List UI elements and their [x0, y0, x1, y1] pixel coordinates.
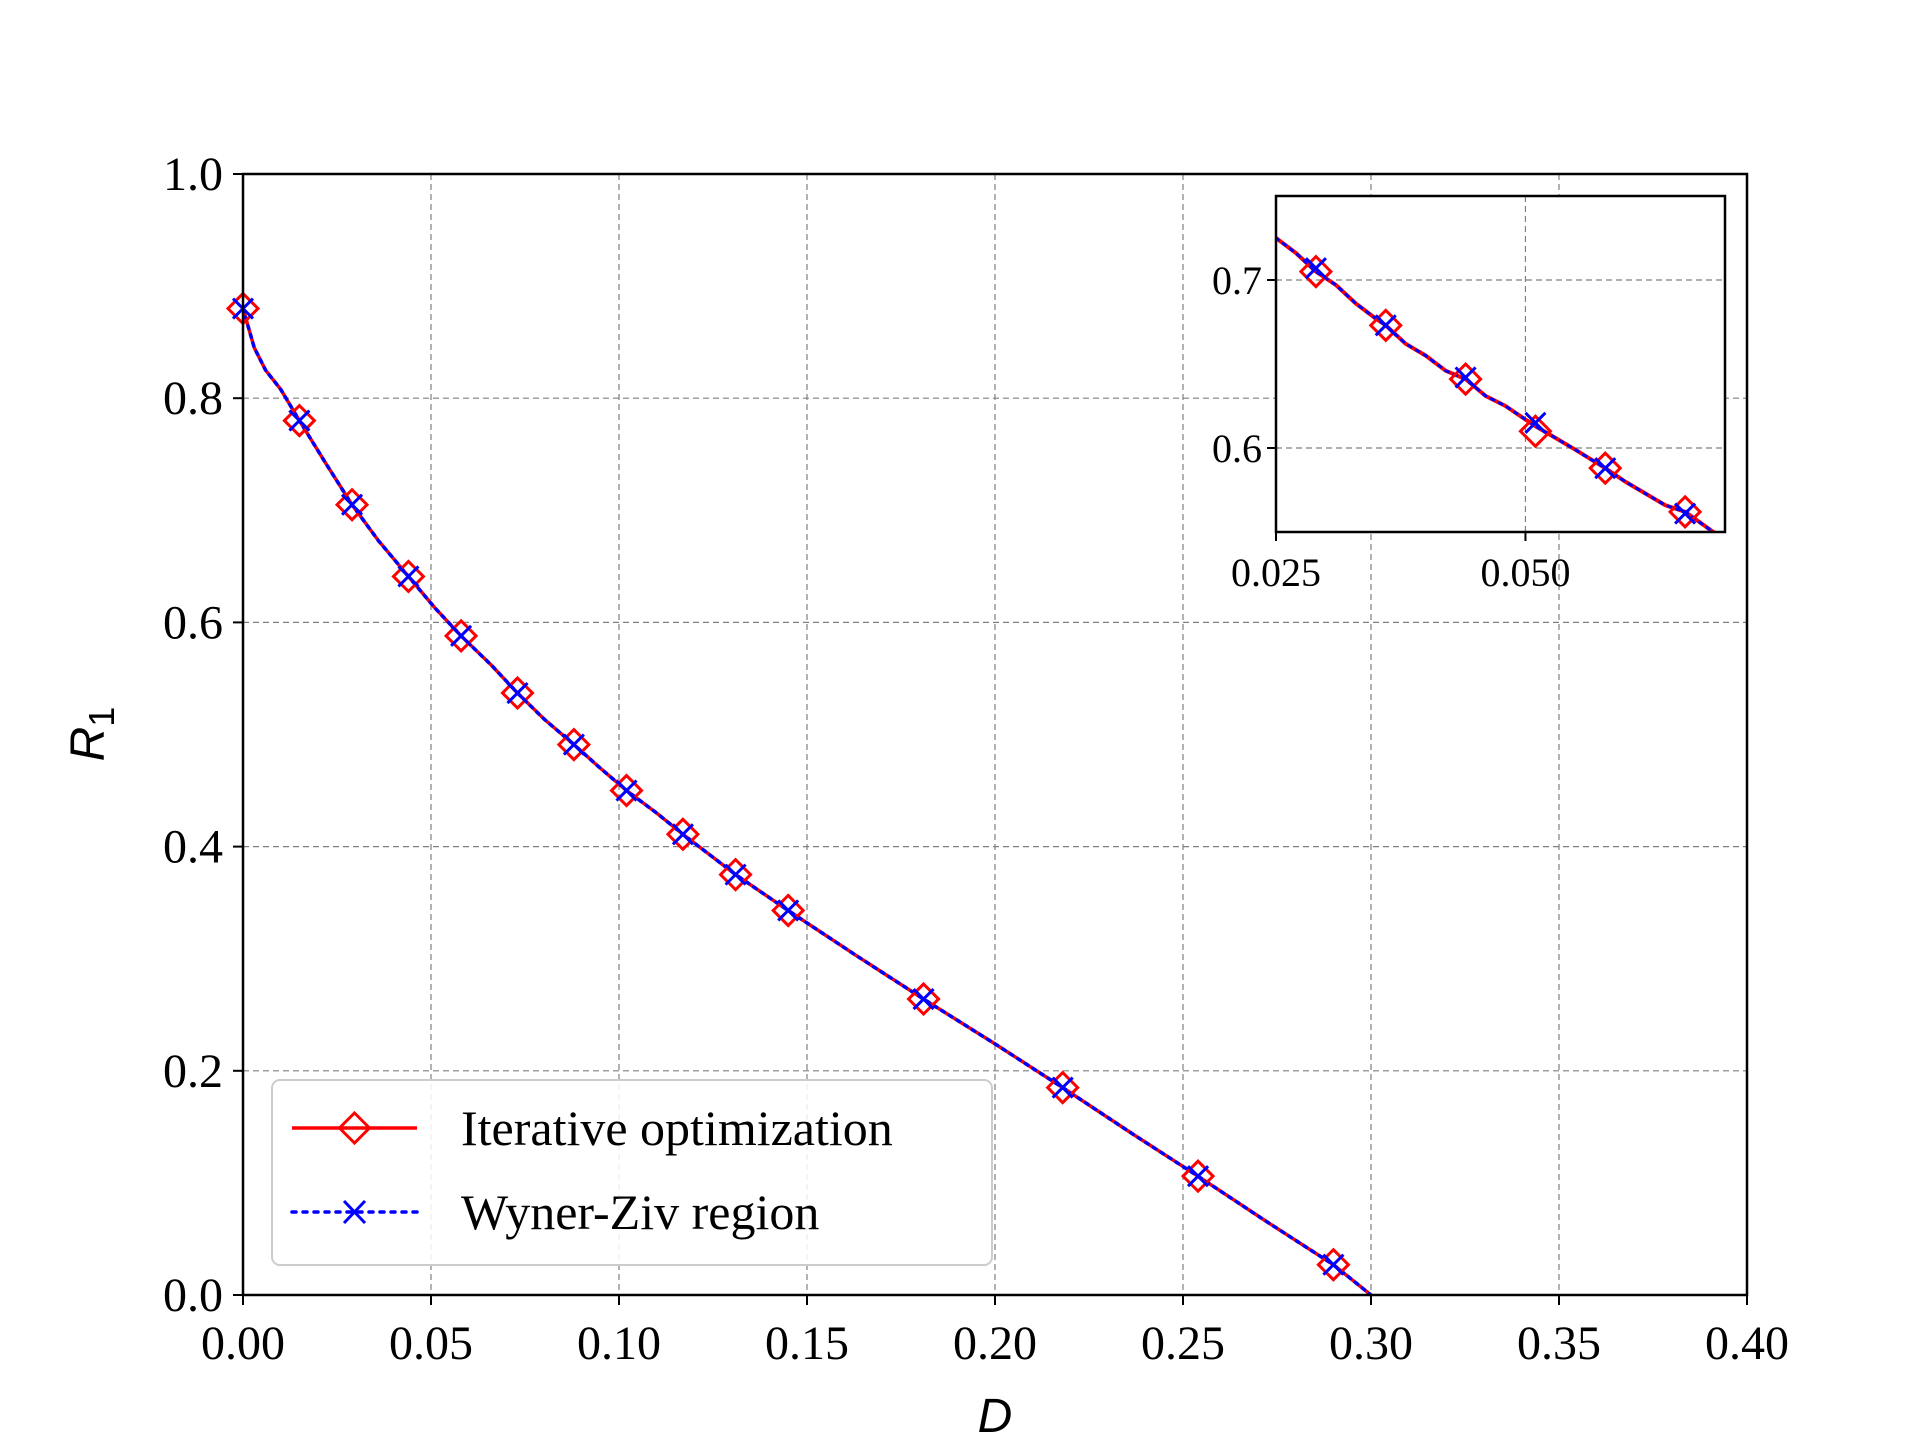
x-tick-label: 0.00: [201, 1317, 285, 1370]
iterative-optimization-marker: [556, 727, 592, 762]
inset-x-tick-label: 0.050: [1480, 550, 1570, 595]
legend: Iterative optimization Wyner-Ziv region: [271, 1079, 993, 1266]
inset-iterative-optimization-marker: [1667, 494, 1703, 529]
wyner-ziv-marker: [615, 779, 638, 802]
main-ticks: 0.00 0.05 0.10 0.15 0.20 0.25 0.30 0.35 0.40 0.0 0…: [163, 148, 1789, 1370]
y-tick-label: 0.6: [163, 596, 223, 649]
iterative-optimization-marker: [1316, 1247, 1351, 1282]
legend-iterative-diamond-marker: [337, 1110, 372, 1146]
legend-iterative-label: Iterative optimization: [461, 1100, 893, 1156]
wyner-ziv-marker: [506, 681, 529, 705]
y-tick-label: 0.0: [163, 1269, 223, 1322]
y-tick-label: 0.8: [163, 372, 223, 425]
legend-box: [271, 1079, 993, 1266]
iterative-optimization-marker: [334, 487, 370, 522]
inset-wyner-ziv-marker: [1304, 257, 1327, 280]
legend-wyner-ziv-x-marker: [342, 1199, 367, 1225]
y-axis-title-subscript: 1: [81, 707, 122, 727]
wyner-ziv-marker: [1186, 1165, 1210, 1188]
inset-frame: [1274, 194, 1727, 534]
inset-plot: 0.025 0.050 0.6 0.7: [1212, 194, 1727, 595]
wyner-ziv-marker: [724, 863, 747, 886]
inset-wyner-ziv-line: [1276, 236, 1716, 532]
x-tick-label: 0.40: [1705, 1317, 1789, 1370]
wyner-ziv-marker: [288, 409, 311, 432]
inset-y-tick-label: 0.6: [1212, 426, 1262, 471]
inset-markers: [1298, 254, 1703, 529]
wyner-ziv-marker: [340, 493, 364, 516]
wyner-ziv-marker: [562, 733, 585, 756]
wyner-ziv-marker: [1322, 1253, 1345, 1276]
inset-wyner-ziv-marker: [1674, 502, 1697, 525]
inset-x-tick-label: 0.025: [1231, 550, 1321, 595]
main-curves: [241, 306, 1373, 1297]
inset-wyner-ziv-marker: [1594, 457, 1617, 480]
legend-wyner-ziv-label: Wyner-Ziv region: [461, 1184, 819, 1240]
inset-iterative-optimization-marker: [1368, 308, 1403, 343]
wyner-ziv-line: [241, 306, 1373, 1297]
iterative-optimization-marker: [609, 773, 644, 808]
wyner-ziv-marker: [1051, 1076, 1074, 1099]
y-tick-label: 0.2: [163, 1045, 223, 1098]
x-tick-label: 0.25: [1141, 1317, 1225, 1370]
iterative-optimization-marker: [391, 559, 426, 594]
x-tick-label: 0.35: [1517, 1317, 1601, 1370]
inset-y-tick-label: 0.7: [1212, 258, 1262, 303]
y-axis-title-base: R: [62, 727, 115, 762]
iterative-optimization-marker: [1180, 1159, 1216, 1194]
x-tick-label: 0.05: [389, 1317, 473, 1370]
wyner-ziv-marker: [397, 565, 420, 588]
iterative-optimization-marker: [665, 817, 701, 852]
main-markers: [225, 291, 1351, 1282]
iterative-optimization-marker: [1045, 1070, 1080, 1105]
y-tick-label: 1.0: [163, 148, 223, 201]
iterative-optimization-marker: [906, 981, 941, 1017]
wyner-ziv-marker: [777, 899, 800, 922]
wyner-ziv-marker: [671, 823, 694, 846]
x-tick-label: 0.30: [1329, 1317, 1413, 1370]
inset-ticks: 0.025 0.050 0.6 0.7: [1212, 258, 1570, 595]
inset-wyner-ziv-marker: [1454, 366, 1477, 389]
iterative-optimization-marker: [771, 893, 806, 928]
inset-curves: [1276, 236, 1717, 532]
y-axis-title: R1: [62, 707, 122, 762]
inset-iterative-optimization-marker: [1298, 254, 1334, 289]
inset-iterative-optimization-marker: [1448, 361, 1483, 397]
iterative-optimization-marker: [718, 857, 753, 892]
inset-iterative-optimization-marker: [1588, 451, 1623, 486]
iterative-optimization-marker: [282, 403, 317, 438]
inset-wyner-ziv-marker: [1524, 411, 1547, 434]
x-tick-label: 0.20: [953, 1317, 1037, 1370]
inset-iterative-optimization-marker: [1518, 414, 1553, 449]
inset-wyner-ziv-marker: [1374, 314, 1397, 337]
y-tick-label: 0.4: [163, 821, 223, 874]
x-tick-label: 0.10: [577, 1317, 661, 1370]
wyner-ziv-marker: [912, 987, 935, 1011]
wyner-ziv-marker: [450, 624, 473, 647]
x-tick-label: 0.15: [765, 1317, 849, 1370]
iterative-optimization-marker: [443, 618, 479, 653]
iterative-optimization-marker: [500, 675, 535, 711]
inset-background: [1276, 196, 1725, 532]
x-axis-title: D: [978, 1390, 1013, 1440]
